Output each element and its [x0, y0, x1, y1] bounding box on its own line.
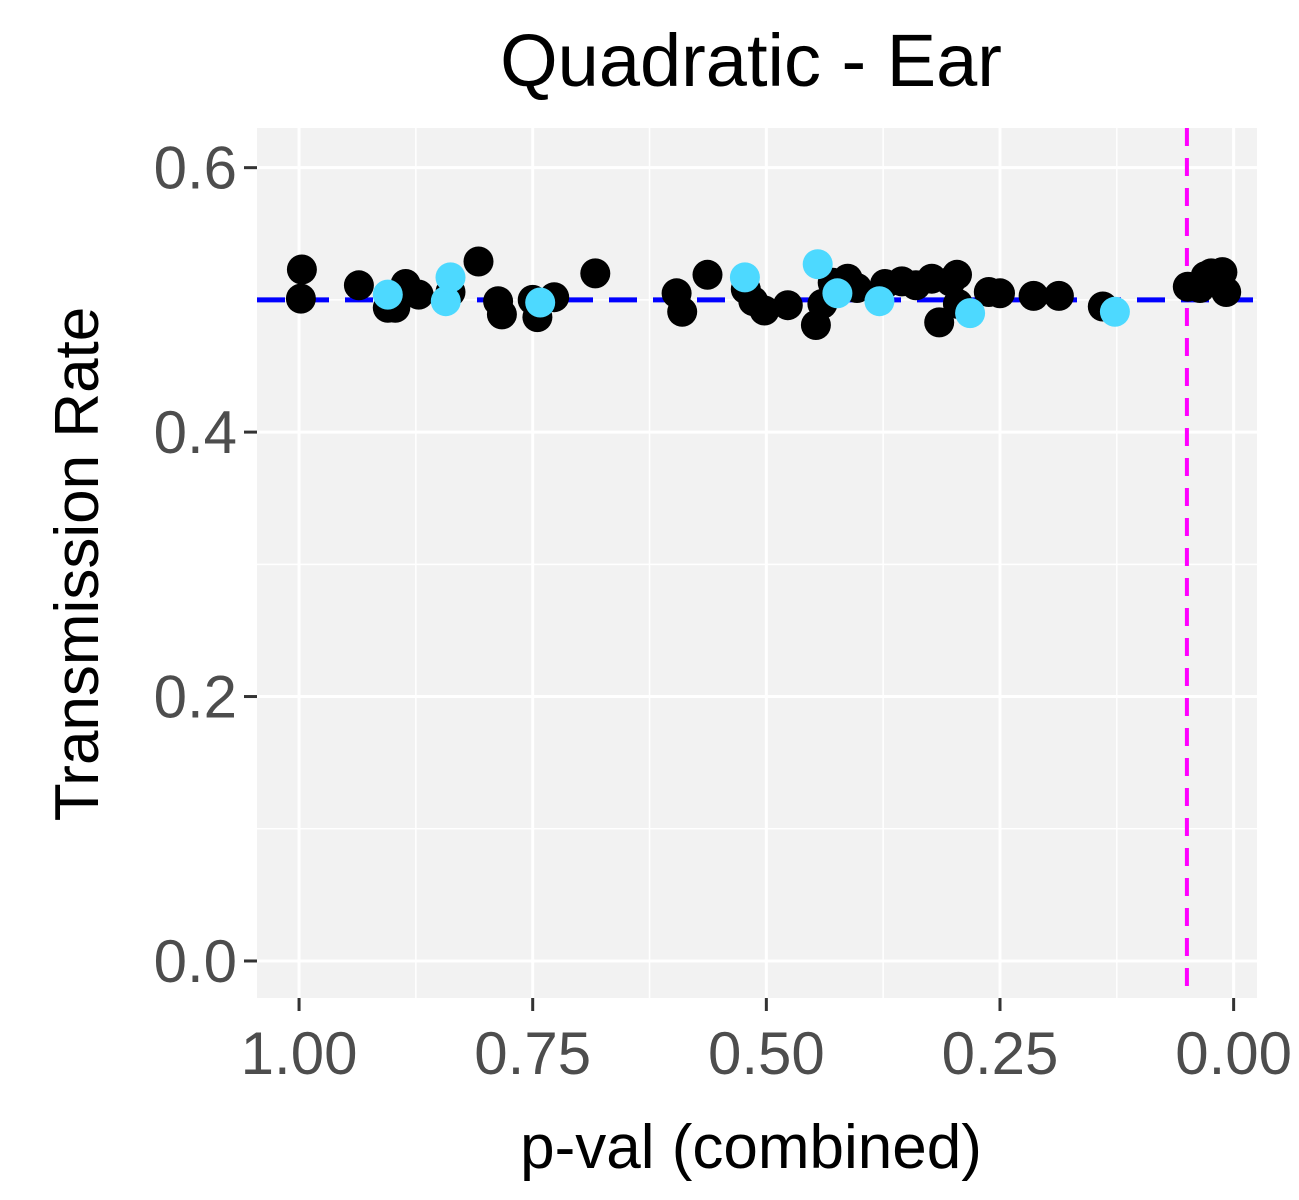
data-point	[942, 259, 972, 290]
data-point	[486, 299, 517, 330]
chart-title: Quadratic - Ear	[500, 19, 1002, 102]
data-point	[403, 279, 434, 310]
data-point	[955, 298, 986, 329]
data-point	[343, 270, 374, 301]
x-tick-label: 0.25	[942, 1020, 1059, 1087]
plot-panel	[257, 128, 1257, 998]
data-point	[286, 254, 317, 285]
data-point	[285, 283, 316, 314]
x-tick-label: 0.75	[474, 1020, 591, 1087]
axes: 0.0 0.2 0.4 0.6 1.00 0.75 0.50 0.25 0.00	[154, 135, 1292, 1087]
data-point	[430, 286, 461, 317]
data-point	[435, 262, 466, 293]
y-tick-label: 0.0	[154, 928, 237, 995]
data-point	[864, 286, 895, 317]
x-tick-label: 1.00	[241, 1020, 358, 1087]
data-point	[1043, 280, 1074, 311]
data-point	[692, 259, 723, 290]
data-point	[802, 249, 833, 280]
data-point	[772, 290, 803, 321]
data-point	[372, 279, 403, 310]
data-point	[729, 262, 760, 293]
y-tick-label: 0.2	[154, 664, 237, 731]
data-point	[1211, 277, 1242, 307]
y-axis-title: Transmission Rate	[43, 307, 112, 822]
x-axis-title: p-val (combined)	[520, 1113, 982, 1182]
data-point	[580, 258, 611, 289]
data-point	[667, 296, 698, 327]
data-points	[285, 246, 1242, 340]
data-point	[525, 287, 556, 318]
data-point	[1018, 280, 1049, 311]
x-tick-label: 0.50	[708, 1020, 825, 1087]
data-point	[822, 278, 853, 309]
data-point	[749, 295, 780, 326]
data-point	[1099, 296, 1130, 327]
y-tick-label: 0.4	[154, 399, 237, 466]
data-point	[924, 307, 955, 338]
y-tick-label: 0.6	[154, 135, 237, 202]
data-point	[463, 246, 494, 277]
data-point	[985, 278, 1015, 309]
x-tick-label: 0.00	[1175, 1020, 1292, 1087]
